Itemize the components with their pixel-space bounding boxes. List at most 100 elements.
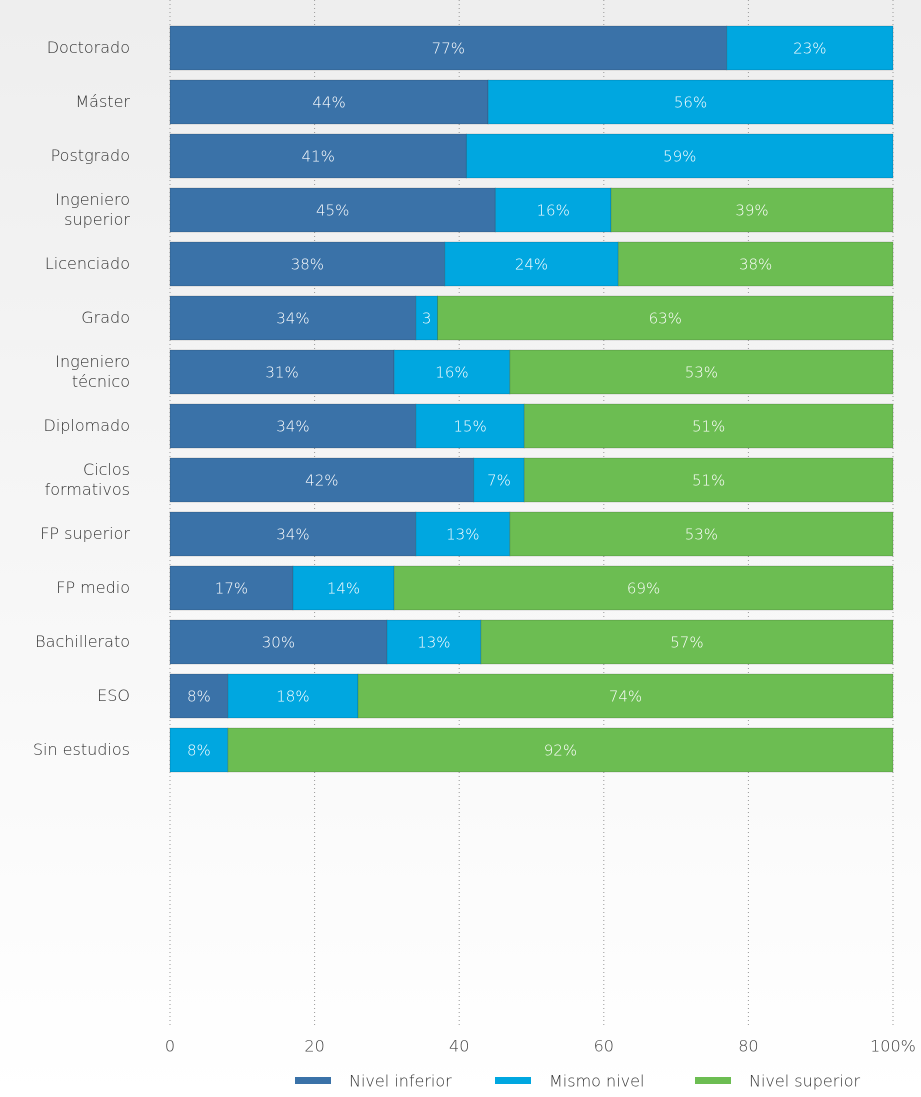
value-label: 77%: [432, 40, 465, 58]
bar-segment: [494, 187, 612, 233]
legend-label: Nivel inferior: [349, 1072, 452, 1091]
value-label: 7%: [487, 472, 511, 490]
value-label: 92%: [544, 742, 577, 760]
bar-segment: [437, 295, 894, 341]
value-label: 31%: [265, 364, 298, 382]
bar-segment: [444, 241, 619, 287]
bar-segment: [169, 511, 417, 557]
value-label: 63%: [649, 310, 682, 328]
value-label: 45%: [316, 202, 349, 220]
value-label: 15%: [453, 418, 486, 436]
legend-swatch: [695, 1077, 731, 1084]
value-label: 8%: [187, 742, 211, 760]
legend-label: Mismo nivel: [549, 1072, 644, 1091]
bar-segment: [169, 241, 446, 287]
bar-segment: [473, 457, 525, 503]
bar-segment: [227, 673, 359, 719]
value-label: 23%: [793, 40, 826, 58]
legend-swatch: [495, 1077, 531, 1084]
value-label: 14%: [327, 580, 360, 598]
value-label: 34%: [276, 418, 309, 436]
value-label: 51%: [692, 472, 725, 490]
value-label: 34%: [276, 526, 309, 544]
value-label: 42%: [305, 472, 338, 490]
legend-label: Nivel superior: [749, 1072, 861, 1091]
x-tick-label: 60: [594, 1037, 614, 1056]
bar-segment: [169, 349, 395, 395]
value-label: 44%: [312, 94, 345, 112]
bar-segment: [169, 619, 388, 665]
bar-segment: [169, 79, 489, 125]
value-label: 59%: [663, 148, 696, 166]
category-label: Ingeniero superior: [55, 190, 130, 229]
category-label: Sin estudios: [32, 740, 130, 759]
category-label: Ciclos formativos: [44, 460, 130, 499]
value-label: 57%: [670, 634, 703, 652]
category-label: Bachillerato: [35, 632, 130, 651]
value-label: 16%: [537, 202, 570, 220]
bar-segment: [509, 511, 894, 557]
value-label: 51%: [692, 418, 725, 436]
bar-segment: [726, 25, 894, 71]
value-label: 13%: [417, 634, 450, 652]
bar-segment: [169, 187, 496, 233]
category-label: ESO: [97, 686, 130, 705]
bar-segment: [523, 457, 894, 503]
value-label: 56%: [674, 94, 707, 112]
value-label: 13%: [446, 526, 479, 544]
bar-segment: [487, 79, 894, 125]
bar-segment: [480, 619, 894, 665]
bar-segment: [169, 403, 417, 449]
legend-swatch: [295, 1077, 331, 1084]
bar-segment: [465, 133, 894, 179]
bar-segment: [415, 511, 511, 557]
x-tick-label: 20: [304, 1037, 324, 1056]
bar-segment: [357, 673, 894, 719]
bar-segment: [292, 565, 395, 611]
value-label: 39%: [735, 202, 768, 220]
value-label: 74%: [609, 688, 642, 706]
bar-segment: [415, 403, 525, 449]
value-label: 69%: [627, 580, 660, 598]
bar-segment: [169, 25, 728, 71]
bar-segment: [393, 565, 894, 611]
category-label: Diplomado: [43, 416, 131, 435]
bar-segment: [386, 619, 482, 665]
bar-segment: [169, 565, 294, 611]
value-label: 24%: [515, 256, 548, 274]
category-label: Doctorado: [46, 38, 130, 57]
value-label: 38%: [291, 256, 324, 274]
value-label: 16%: [435, 364, 468, 382]
bar-segment: [393, 349, 511, 395]
value-label: 41%: [302, 148, 335, 166]
value-label: 18%: [276, 688, 309, 706]
category-label: Licenciado: [44, 254, 130, 273]
x-tick-label: 100%: [870, 1037, 916, 1056]
category-label: FP medio: [56, 578, 130, 597]
x-tick-label: 0: [165, 1037, 175, 1056]
x-tick-label: 80: [738, 1037, 758, 1056]
value-label: 53%: [685, 364, 718, 382]
category-label: Postgrado: [50, 146, 130, 165]
x-tick-label: 40: [449, 1037, 469, 1056]
category-label: Máster: [75, 92, 130, 111]
value-label: 34%: [276, 310, 309, 328]
bar-segment: [169, 457, 475, 503]
bar-segment: [169, 295, 417, 341]
value-label: 30%: [262, 634, 295, 652]
bar-segment: [227, 727, 894, 773]
value-label: 38%: [739, 256, 772, 274]
category-label: FP superior: [40, 524, 130, 543]
value-label: 8%: [187, 688, 211, 706]
value-label: 53%: [685, 526, 718, 544]
value-label: 3: [422, 310, 432, 328]
bar-segment: [169, 727, 229, 773]
bar-segment: [617, 241, 894, 287]
category-label: Grado: [81, 308, 130, 327]
bar-segment: [509, 349, 894, 395]
bar-segment: [610, 187, 894, 233]
category-label: Ingeniero técnico: [55, 352, 130, 391]
value-label: 17%: [215, 580, 248, 598]
